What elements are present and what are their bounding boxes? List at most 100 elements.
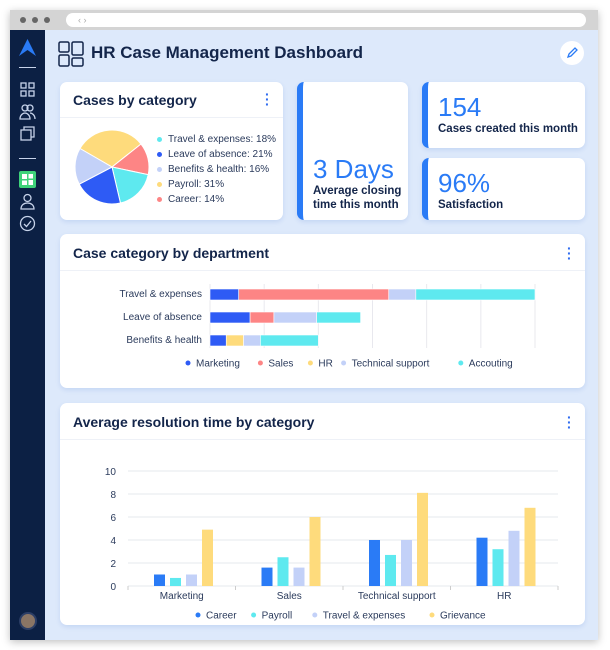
legend-item: Travel & expenses: 18% [157,134,276,145]
y-tick-label: 6 [110,513,116,524]
stat-label: Cases created this month [438,123,578,135]
stat-value: 96% [438,168,491,198]
x-tick-label: HR [497,591,511,602]
more-options-icon[interactable]: · · · [567,409,572,435]
pencil-icon [566,47,578,59]
legend-dot [195,612,201,618]
x-tick-label: Marketing [160,591,204,602]
address-bar[interactable]: ‹ › [66,13,586,27]
legend-dot [458,360,464,366]
divider [60,439,585,440]
users-icon[interactable] [19,103,36,120]
y-tick-label: 8 [110,490,116,501]
legend-dot [157,196,162,202]
bar-segment [209,311,251,324]
more-options-icon[interactable]: · · · [265,86,270,112]
resolution-bar-chart: 0 2 4 6 8 10 Marketing Sales Technical support HR… [105,467,559,622]
legend-label: HR [318,359,332,370]
window-dot[interactable] [32,17,38,23]
window-dot[interactable] [44,17,50,23]
sidebar [10,30,45,640]
legend-dot [251,612,257,618]
bar [385,554,396,586]
bar [369,540,380,586]
divider [60,270,585,271]
category-label: Benefits & health [126,335,202,346]
legend-label: Travel & expenses: 18% [168,134,277,145]
legend-label: Marketing [196,359,240,370]
edit-button[interactable] [560,41,584,65]
x-tick-label: Technical support [358,591,436,602]
divider [60,117,283,118]
bar [202,529,213,586]
legend-label: Benefits & health: 16% [168,164,270,175]
legend-dot [341,360,347,366]
pie-slice [111,166,149,204]
legend-item: Career: 14% [157,194,224,205]
bar-segment [415,288,536,301]
y-tick-label: 0 [110,582,116,593]
more-options-icon[interactable]: · · · [567,240,572,266]
profile-icon[interactable] [19,193,36,210]
bar-segment [238,288,390,301]
stat-card-closing-time: 3 Days Average closing time this month [297,82,408,220]
check-circle-icon[interactable] [19,215,36,232]
dashboard-icon[interactable] [19,171,36,188]
category-label: Travel & expenses [120,289,202,300]
divider [19,67,36,68]
pie-slice [79,129,142,168]
bar [309,517,321,586]
legend-item: Payroll: 31% [157,179,224,190]
bar-segment [209,288,240,301]
legend-label: Career: 14% [168,194,225,205]
legend-label: Leave of absence: 21% [168,149,273,160]
stat-label: Satisfaction [438,199,504,211]
bar [154,574,165,586]
browser-titlebar: ‹ › [10,10,598,30]
window-dot[interactable] [20,17,26,23]
bar [476,537,488,586]
bar-segment [388,288,417,301]
legend-dot [157,136,162,142]
stat-value: 3 Days [313,154,394,184]
legend-dot [157,181,162,187]
bar [401,540,412,586]
stat-value: 154 [438,92,482,122]
browser-window: ‹ › HR Case Management Dashboard Cases b… [10,10,598,640]
legend-label: Travel & expenses [323,611,405,622]
stat-card-satisfaction: 96% Satisfaction [422,158,585,220]
legend-dot [157,151,162,157]
legend-label: Sales [268,359,293,370]
divider [19,158,36,159]
legend-label: Career [206,611,237,622]
bar [293,567,305,586]
stat-card-cases-created: 154 Cases created this month [422,82,585,148]
pie-chart [74,129,150,205]
legend-dot [185,360,191,366]
logo-icon[interactable] [19,39,36,56]
y-tick-label: 10 [105,467,117,478]
grid-icon[interactable] [19,81,36,98]
category-label: Leave of absence [123,312,202,323]
bar [186,574,197,586]
cases-by-category-card: Cases by category · · · Travel & expenses:… [60,82,283,220]
bar-segment [243,334,261,347]
legend-label: Accouting [469,359,513,370]
bar [417,492,428,586]
card-title: Average resolution time by category [73,414,315,430]
bar-segment [225,334,244,347]
legend-label: Technical support [352,359,430,370]
legend-dot [429,612,435,618]
card-title: Cases by category [73,92,197,108]
bar-segment [273,311,318,324]
documents-icon[interactable] [19,125,36,142]
code-brackets-icon: ‹ › [78,15,87,25]
legend-dot [307,360,313,366]
bar [277,557,289,586]
bar-segment [249,311,275,324]
avatar[interactable] [19,612,37,630]
y-tick-label: 2 [110,559,116,570]
legend-dot [157,166,162,172]
bar [492,549,504,586]
dept-stacked-bar-chart: Travel & expenses Leave of absence Benefit… [120,284,536,370]
